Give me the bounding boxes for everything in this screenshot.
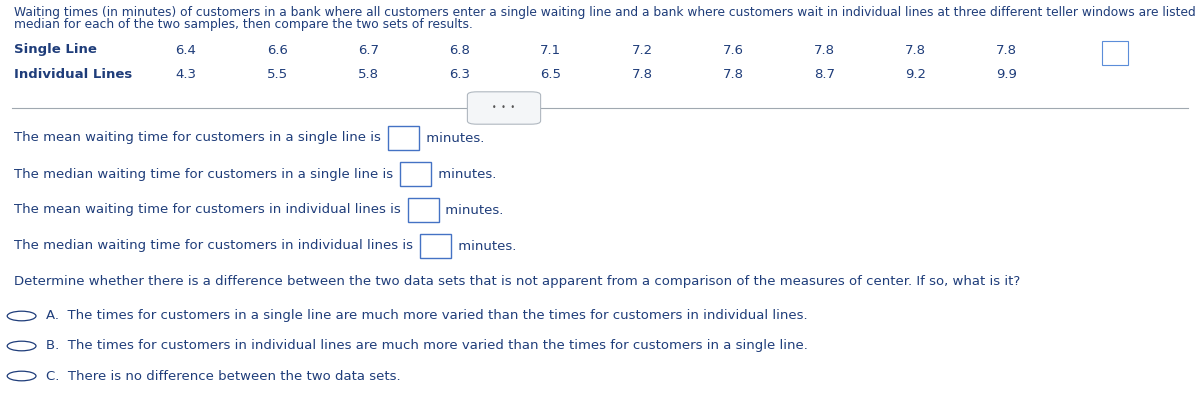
FancyBboxPatch shape: [388, 126, 419, 150]
Text: 6.8: 6.8: [449, 44, 470, 56]
FancyBboxPatch shape: [400, 162, 431, 186]
Text: 7.6: 7.6: [722, 44, 744, 56]
Text: Individual Lines: Individual Lines: [14, 68, 133, 80]
Text: Determine whether there is a difference between the two data sets that is not ap: Determine whether there is a difference …: [14, 276, 1021, 288]
Text: The median waiting time for customers in a single line is: The median waiting time for customers in…: [14, 168, 397, 180]
Text: 6.4: 6.4: [175, 44, 197, 56]
Text: 6.5: 6.5: [540, 68, 562, 80]
Text: 7.8: 7.8: [631, 68, 653, 80]
Text: 6.6: 6.6: [266, 44, 288, 56]
Text: 5.8: 5.8: [358, 68, 379, 80]
Text: 7.8: 7.8: [905, 44, 926, 56]
Text: 7.1: 7.1: [540, 44, 562, 56]
Text: 8.7: 8.7: [814, 68, 835, 80]
Text: median for each of the two samples, then compare the two sets of results.: median for each of the two samples, then…: [14, 18, 473, 31]
Text: 6.3: 6.3: [449, 68, 470, 80]
Circle shape: [7, 371, 36, 381]
Text: Waiting times (in minutes) of customers in a bank where all customers enter a si: Waiting times (in minutes) of customers …: [14, 6, 1200, 19]
Text: 7.8: 7.8: [814, 44, 835, 56]
Circle shape: [7, 341, 36, 351]
Text: The mean waiting time for customers in individual lines is: The mean waiting time for customers in i…: [14, 204, 406, 216]
Text: minutes.: minutes.: [454, 240, 516, 252]
Text: 4.3: 4.3: [175, 68, 197, 80]
Text: minutes.: minutes.: [421, 132, 484, 144]
Text: • • •: • • •: [492, 104, 516, 112]
Text: B.  The times for customers in individual lines are much more varied than the ti: B. The times for customers in individual…: [46, 340, 808, 352]
Text: C.  There is no difference between the two data sets.: C. There is no difference between the tw…: [46, 370, 401, 382]
Circle shape: [7, 311, 36, 321]
Text: minutes.: minutes.: [433, 168, 496, 180]
Text: 7.2: 7.2: [631, 44, 653, 56]
FancyBboxPatch shape: [1102, 41, 1128, 65]
Text: Single Line: Single Line: [14, 44, 97, 56]
FancyBboxPatch shape: [468, 92, 540, 124]
Text: 5.5: 5.5: [266, 68, 288, 80]
Text: A.  The times for customers in a single line are much more varied than the times: A. The times for customers in a single l…: [46, 310, 808, 322]
Text: The mean waiting time for customers in a single line is: The mean waiting time for customers in a…: [14, 132, 385, 144]
Text: 9.9: 9.9: [996, 68, 1018, 80]
Text: 7.8: 7.8: [996, 44, 1018, 56]
Text: 7.8: 7.8: [722, 68, 744, 80]
Text: The median waiting time for customers in individual lines is: The median waiting time for customers in…: [14, 240, 418, 252]
FancyBboxPatch shape: [408, 198, 439, 222]
Text: 6.7: 6.7: [358, 44, 379, 56]
FancyBboxPatch shape: [420, 234, 451, 258]
Text: minutes.: minutes.: [442, 204, 504, 216]
Text: 9.2: 9.2: [905, 68, 926, 80]
